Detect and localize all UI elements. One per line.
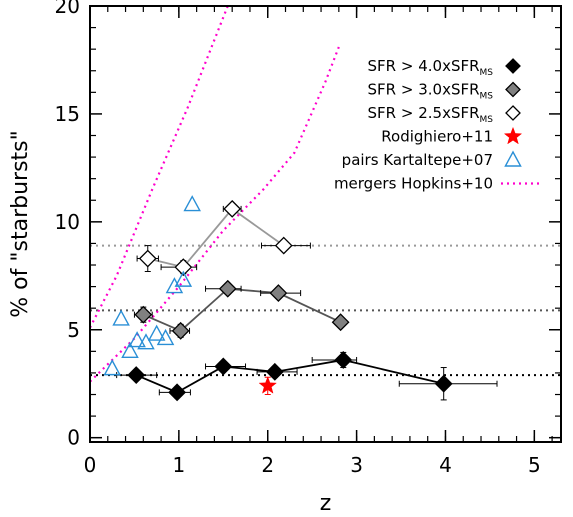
series-4-point-2 bbox=[121, 341, 139, 359]
series-0-line bbox=[135, 359, 444, 394]
legend-label-6: mergers Hopkins+10 bbox=[334, 175, 493, 193]
axis-ticks bbox=[89, 5, 561, 442]
hopkins-line-2 bbox=[89, 46, 340, 383]
series-2-point-3 bbox=[274, 236, 293, 255]
series-0-point-2 bbox=[214, 357, 233, 376]
data-markers bbox=[103, 195, 453, 402]
series-2-point-0 bbox=[138, 249, 157, 268]
legend-marker-5 bbox=[504, 150, 522, 167]
legend-label-3: SFR > 2.5xSFRMS bbox=[368, 104, 494, 125]
series-1-point-0 bbox=[134, 305, 153, 324]
legend-marker-2 bbox=[505, 81, 521, 98]
series-connector-lines bbox=[135, 207, 444, 394]
x-tick-label: 4 bbox=[439, 453, 452, 477]
y-tick-label: 5 bbox=[67, 318, 80, 342]
series-2-point-2 bbox=[223, 199, 242, 218]
x-tick-label: 3 bbox=[350, 453, 363, 477]
series-0-point-5 bbox=[434, 374, 453, 393]
legend-marker-1 bbox=[505, 58, 521, 74]
series-1-point-2 bbox=[218, 279, 237, 298]
series-4-point-1 bbox=[112, 309, 130, 326]
hopkins-line-1 bbox=[89, 5, 229, 329]
y-tick-label: 0 bbox=[67, 426, 80, 450]
x-axis-label: z bbox=[320, 491, 332, 516]
y-tick-label: 10 bbox=[55, 210, 80, 234]
x-tick-label: 5 bbox=[528, 453, 541, 477]
series-1-point-4 bbox=[331, 313, 350, 332]
series-0-point-3 bbox=[265, 362, 284, 381]
legend-label-1: SFR > 4.0xSFRMS bbox=[368, 57, 494, 78]
legend-label-2: SFR > 3.0xSFRMS bbox=[368, 81, 494, 102]
series-4-point-3 bbox=[128, 331, 146, 348]
series-4-point-6 bbox=[156, 328, 175, 346]
x-tick-label: 1 bbox=[173, 453, 186, 477]
series-0-point-1 bbox=[168, 383, 187, 402]
x-tick-label: 2 bbox=[261, 453, 274, 477]
plot-frame bbox=[89, 5, 562, 443]
series-2-point-1 bbox=[174, 258, 193, 277]
legend-marker-3 bbox=[505, 105, 521, 121]
reference-lines bbox=[90, 244, 561, 377]
series-4-point-0 bbox=[103, 359, 121, 376]
error-bars bbox=[116, 205, 498, 401]
series-1-point-3 bbox=[269, 284, 288, 302]
y-axis-label: % of "starbursts" bbox=[8, 130, 33, 317]
series-4-point-8 bbox=[174, 270, 193, 287]
series-1-point-1 bbox=[171, 321, 190, 340]
tick-labels: 0 1 2 3 4 5 0 5 10 15 20 bbox=[55, 0, 541, 477]
series-0-point-0 bbox=[127, 366, 146, 385]
series-0-point-4 bbox=[334, 351, 353, 369]
x-tick-label: 0 bbox=[84, 453, 97, 477]
hopkins-model-lines bbox=[89, 5, 340, 383]
legend-marker-4 bbox=[503, 126, 523, 145]
series-4-point-4 bbox=[137, 333, 155, 350]
series-3-point-0 bbox=[258, 376, 277, 394]
y-tick-label: 15 bbox=[55, 102, 80, 126]
series-4-point-5 bbox=[147, 324, 166, 341]
legend-label-4: Rodighiero+11 bbox=[381, 128, 493, 146]
y-tick-label: 20 bbox=[55, 0, 80, 18]
series-4-point-9 bbox=[183, 195, 201, 212]
series-2-line bbox=[147, 207, 285, 269]
legend-label-5: pairs Kartaltepe+07 bbox=[342, 151, 493, 169]
